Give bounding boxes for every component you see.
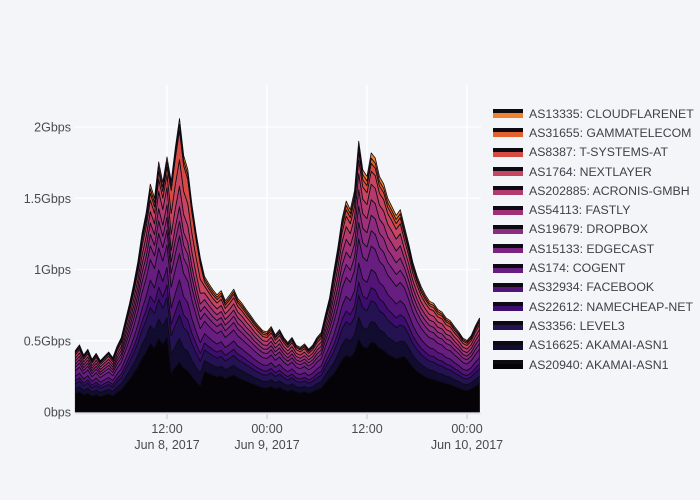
axes: 12:00 Jun 8, 2017 00:00 Jun 9, 2017 12:00 00:… <box>24 121 503 453</box>
legend-swatch <box>493 360 523 369</box>
legend-swatch <box>493 244 523 254</box>
legend-item-as20940[interactable]: AS20940: AKAMAI-ASN1 <box>493 355 698 374</box>
x-tick-date: Jun 8, 2017 <box>134 438 199 452</box>
legend-label: AS3356: LEVEL3 <box>529 318 625 333</box>
y-tick-label: 1Gbps <box>34 263 71 277</box>
x-tick-time: 00:00 <box>451 422 482 436</box>
legend-swatch <box>493 340 523 350</box>
legend-item-as8387[interactable]: AS8387: T-SYSTEMS-AT <box>493 143 698 162</box>
x-tick-time: 12:00 <box>351 422 382 436</box>
legend-label: AS15133: EDGECAST <box>529 241 655 256</box>
x-tick-date: Jun 9, 2017 <box>234 438 299 452</box>
stacked-areas <box>74 118 480 413</box>
legend-swatch <box>493 302 523 312</box>
legend-label: AS174: COGENT <box>529 261 626 276</box>
legend-item-as13335[interactable]: AS13335: CLOUDFLARENET <box>493 104 698 123</box>
area-as13335 <box>74 118 480 363</box>
legend-swatch <box>493 224 523 234</box>
legend-item-as174[interactable]: AS174: COGENT <box>493 258 698 277</box>
legend-label: AS31655: GAMMATELECOM <box>529 125 692 140</box>
x-tick-date: Jun 10, 2017 <box>431 438 503 452</box>
legend-item-as16625[interactable]: AS16625: AKAMAI-ASN1 <box>493 336 698 355</box>
legend-label: AS32934: FACEBOOK <box>529 280 655 295</box>
legend-label: AS13335: CLOUDFLARENET <box>529 106 694 121</box>
legend: AS13335: CLOUDFLARENET AS31655: GAMMATELE… <box>493 104 698 374</box>
legend-item-as19679[interactable]: AS19679: DROPBOX <box>493 220 698 239</box>
legend-swatch <box>493 109 523 119</box>
legend-label: AS19679: DROPBOX <box>529 222 648 237</box>
legend-swatch <box>493 167 523 177</box>
legend-item-as22612[interactable]: AS22612: NAMECHEAP-NET <box>493 297 698 316</box>
legend-item-as202885[interactable]: AS202885: ACRONIS-GMBH <box>493 181 698 200</box>
x-tick-time: 00:00 <box>251 422 282 436</box>
legend-item-as54113[interactable]: AS54113: FASTLY <box>493 200 698 219</box>
legend-label: AS1764: NEXTLAYER <box>529 164 652 179</box>
legend-swatch <box>493 263 523 273</box>
legend-label: AS54113: FASTLY <box>529 203 631 218</box>
legend-swatch <box>493 186 523 196</box>
legend-item-as3356[interactable]: AS3356: LEVEL3 <box>493 316 698 335</box>
legend-label: AS20940: AKAMAI-ASN1 <box>529 357 669 372</box>
legend-item-as32934[interactable]: AS32934: FACEBOOK <box>493 278 698 297</box>
legend-swatch <box>493 128 523 138</box>
legend-swatch <box>493 321 523 331</box>
legend-label: AS22612: NAMECHEAP-NET <box>529 299 694 314</box>
legend-label: AS8387: T-SYSTEMS-AT <box>529 145 668 160</box>
legend-label: AS16625: AKAMAI-ASN1 <box>529 338 669 353</box>
legend-swatch <box>493 282 523 292</box>
y-tick-label: 1.5Gbps <box>24 192 71 206</box>
legend-swatch <box>493 205 523 215</box>
legend-label: AS202885: ACRONIS-GMBH <box>529 183 690 198</box>
legend-item-as15133[interactable]: AS15133: EDGECAST <box>493 239 698 258</box>
y-tick-label: 0.5Gbps <box>24 334 71 348</box>
legend-item-as1764[interactable]: AS1764: NEXTLAYER <box>493 162 698 181</box>
y-tick-label: 0bps <box>44 406 71 420</box>
legend-swatch <box>493 147 523 157</box>
legend-item-as31655[interactable]: AS31655: GAMMATELECOM <box>493 123 698 142</box>
x-tick-time: 12:00 <box>151 422 182 436</box>
y-tick-label: 2Gbps <box>34 121 71 135</box>
